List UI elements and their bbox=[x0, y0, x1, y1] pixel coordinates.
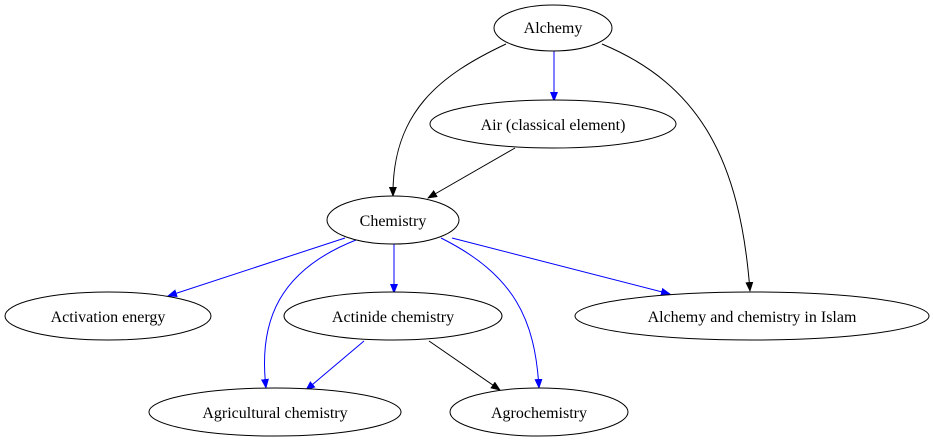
edge-chemistry-agrochemistry bbox=[440, 237, 543, 389]
node-label-actinide: Actinide chemistry bbox=[332, 309, 454, 326]
node-label-agrochemistry: Agrochemistry bbox=[491, 405, 587, 422]
edge-actinide-agrochemistry bbox=[428, 340, 501, 391]
node-label-alchemy: Alchemy bbox=[524, 20, 583, 37]
edges bbox=[167, 43, 754, 391]
edge-alchemy-chemistry bbox=[388, 43, 507, 197]
node-label-chemistry: Chemistry bbox=[360, 213, 427, 230]
node-chemistry: Chemistry bbox=[326, 195, 460, 245]
node-label-islam: Alchemy and chemistry in Islam bbox=[648, 309, 857, 326]
node-label-agricultural: Agricultural chemistry bbox=[202, 405, 347, 422]
node-islam: Alchemy and chemistry in Islam bbox=[574, 291, 930, 341]
edge-alchemy-islam bbox=[601, 43, 754, 292]
node-air: Air (classical element) bbox=[429, 99, 677, 149]
node-agrochemistry: Agrochemistry bbox=[449, 387, 629, 437]
node-actinide: Actinide chemistry bbox=[283, 291, 503, 341]
node-agricultural: Agricultural chemistry bbox=[148, 387, 402, 437]
edge-chemistry-agricultural bbox=[260, 239, 357, 389]
node-activation: Activation energy bbox=[4, 291, 212, 341]
edge-air-chemistry bbox=[427, 147, 516, 199]
edge-chemistry-activation bbox=[167, 237, 346, 297]
node-label-activation: Activation energy bbox=[51, 309, 166, 326]
edge-chemistry-islam bbox=[451, 237, 671, 296]
node-alchemy: Alchemy bbox=[493, 4, 613, 52]
edge-actinide-agricultural bbox=[305, 340, 365, 391]
node-label-air: Air (classical element) bbox=[481, 117, 626, 134]
